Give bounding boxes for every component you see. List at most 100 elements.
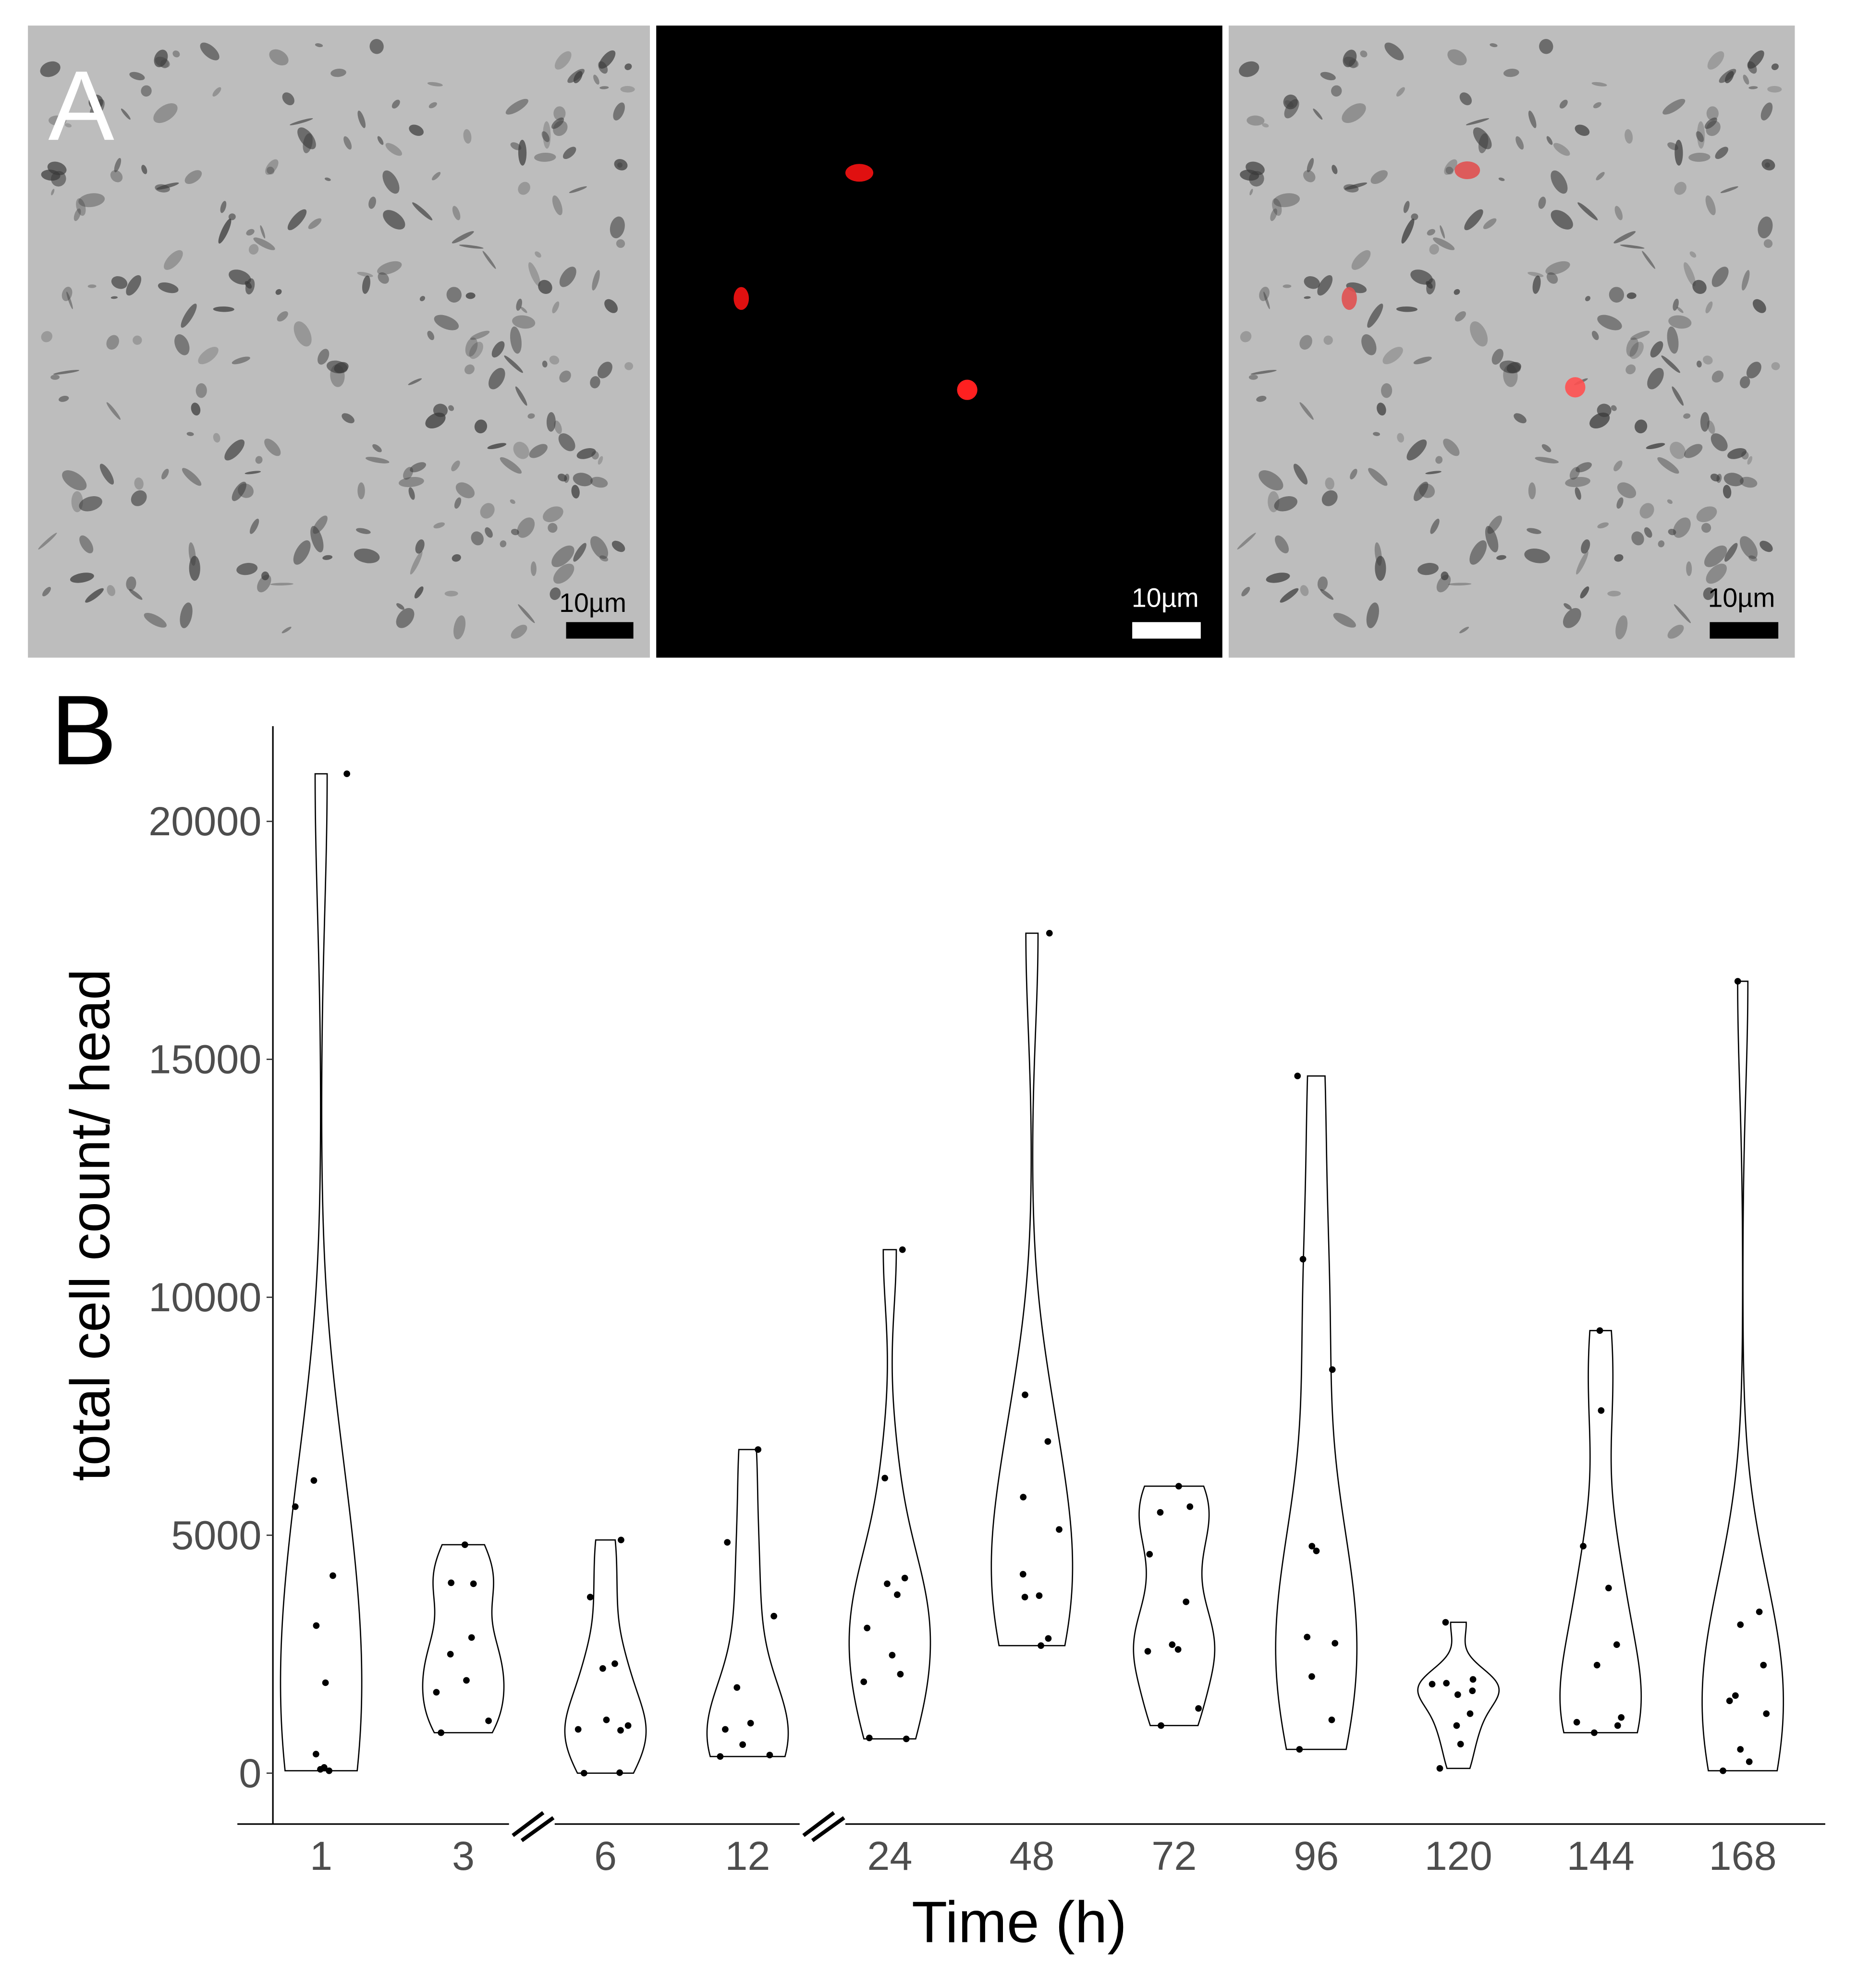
speckle (511, 624, 527, 639)
speckle (1331, 85, 1342, 97)
speckle (408, 487, 415, 500)
speckle (551, 545, 574, 567)
data-point (611, 1660, 618, 1667)
speckle (1674, 182, 1686, 195)
speckle (1367, 304, 1383, 328)
speckle (1237, 533, 1256, 550)
scale-bar (1710, 622, 1779, 639)
data-point (1596, 1327, 1603, 1334)
data-point (599, 1665, 606, 1672)
speckle (1740, 536, 1758, 559)
speckle (1429, 244, 1439, 255)
speckle (1746, 362, 1761, 378)
axis-break-stroke (802, 1811, 835, 1837)
speckle (1246, 115, 1265, 126)
speckle (1710, 433, 1728, 451)
speckle (1553, 143, 1570, 156)
data-point (330, 1572, 336, 1579)
speckle (1272, 198, 1282, 216)
speckle (1313, 108, 1323, 120)
speckle (1707, 51, 1724, 70)
speckle (620, 86, 635, 93)
speckle (1545, 261, 1570, 275)
speckle (232, 481, 246, 501)
speckle (1249, 189, 1253, 195)
speckle (1626, 292, 1637, 299)
speckle (576, 448, 596, 459)
speckle (1740, 376, 1750, 389)
speckle (1727, 448, 1747, 459)
speckle (255, 456, 263, 464)
speckle (433, 522, 445, 529)
data-point (1614, 1722, 1621, 1729)
speckle (1593, 102, 1601, 109)
data-point (1195, 1705, 1202, 1712)
speckle (452, 554, 461, 562)
x-tick-label: 168 (1709, 1833, 1777, 1878)
speckle (562, 146, 576, 159)
speckle (1403, 201, 1410, 213)
speckle (131, 490, 147, 506)
speckle (1696, 131, 1704, 142)
speckle (357, 482, 365, 500)
scale-bar-label: 10µm (1708, 583, 1775, 613)
speckle (1704, 545, 1727, 567)
speckle (1684, 444, 1703, 458)
speckle (110, 170, 123, 183)
speckle (1706, 121, 1721, 136)
data-point (1158, 1722, 1164, 1729)
speckle (1747, 456, 1753, 465)
speckle (512, 315, 536, 329)
y-tick-label: 5000 (171, 1512, 261, 1558)
speckle (1413, 356, 1432, 365)
speckle (1676, 306, 1684, 313)
speckle (1435, 456, 1443, 464)
speckle (218, 219, 232, 244)
data-point (866, 1734, 873, 1742)
speckle (1401, 219, 1415, 244)
speckle (552, 195, 562, 216)
speckle (396, 608, 415, 628)
speckle (282, 92, 294, 106)
data-point (1308, 1543, 1316, 1549)
speckle (1631, 531, 1644, 546)
speckle (61, 287, 73, 301)
data-point (724, 1539, 731, 1546)
speckle (1466, 118, 1490, 125)
data-point (617, 1727, 624, 1734)
speckle (1396, 87, 1405, 97)
speckle (1532, 275, 1541, 294)
speckle (543, 506, 563, 523)
data-point (433, 1689, 440, 1696)
data-point (470, 1580, 477, 1587)
speckle (290, 118, 313, 125)
speckle (1747, 61, 1757, 74)
speckle (267, 166, 275, 175)
speckle (213, 433, 220, 443)
speckle (66, 292, 73, 309)
speckle (1707, 420, 1715, 434)
data-point (1304, 1634, 1311, 1641)
speckle (1491, 349, 1503, 365)
data-point (448, 1579, 455, 1586)
speckle (354, 549, 380, 563)
speckle (1697, 360, 1702, 368)
data-point (1737, 1746, 1744, 1753)
data-point (1454, 1691, 1461, 1698)
data-point (1466, 1710, 1474, 1717)
data-point (1573, 1719, 1580, 1726)
speckle (553, 106, 566, 121)
speckle (530, 561, 537, 576)
speckle (1303, 170, 1316, 183)
speckle (452, 231, 474, 244)
speckle (534, 153, 556, 162)
data-point (1157, 1509, 1164, 1516)
x-tick-label: 1 (310, 1833, 332, 1878)
speckle (1597, 403, 1612, 417)
speckle (1625, 129, 1633, 144)
data-point (1332, 1640, 1339, 1647)
speckle (1524, 549, 1550, 563)
speckle (342, 413, 354, 424)
speckle (558, 433, 575, 451)
speckle (464, 364, 475, 375)
